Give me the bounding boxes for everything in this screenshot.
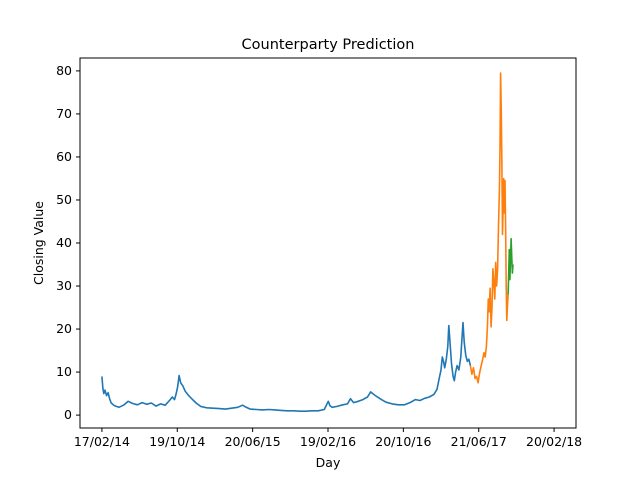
x-tick-label: 20/10/16 xyxy=(375,434,431,449)
y-axis: 0 10 20 30 40 50 60 70 80 xyxy=(56,63,80,422)
x-tick-label: 19/10/14 xyxy=(149,434,205,449)
y-tick-label: 80 xyxy=(56,63,72,78)
y-tick-label: 70 xyxy=(56,106,72,121)
y-tick-label: 10 xyxy=(56,364,72,379)
x-tick-label: 19/02/16 xyxy=(300,434,356,449)
x-axis: 17/02/14 19/10/14 20/06/15 19/02/16 20/10/16… xyxy=(74,428,582,449)
x-tick-label: 17/02/14 xyxy=(74,434,130,449)
chart-title: Counterparty Prediction xyxy=(242,37,415,53)
plot-frame xyxy=(79,57,577,429)
y-tick-label: 40 xyxy=(56,235,72,250)
y-tick-label: 20 xyxy=(56,321,72,336)
y-tick-label: 50 xyxy=(56,192,72,207)
series-line-2 xyxy=(469,72,509,384)
x-tick-label: 21/06/17 xyxy=(451,434,507,449)
series-line-1 xyxy=(101,321,472,412)
y-tick-label: 60 xyxy=(56,149,72,164)
x-tick-label: 20/06/15 xyxy=(225,434,281,449)
y-axis-label: Closing Value xyxy=(31,201,46,285)
series-line-3 xyxy=(507,237,514,295)
x-axis-label: Day xyxy=(316,455,341,470)
y-tick-label: 30 xyxy=(56,278,72,293)
series-layer xyxy=(101,72,514,412)
y-tick-label: 0 xyxy=(64,407,72,422)
x-tick-label: 20/02/18 xyxy=(526,434,582,449)
